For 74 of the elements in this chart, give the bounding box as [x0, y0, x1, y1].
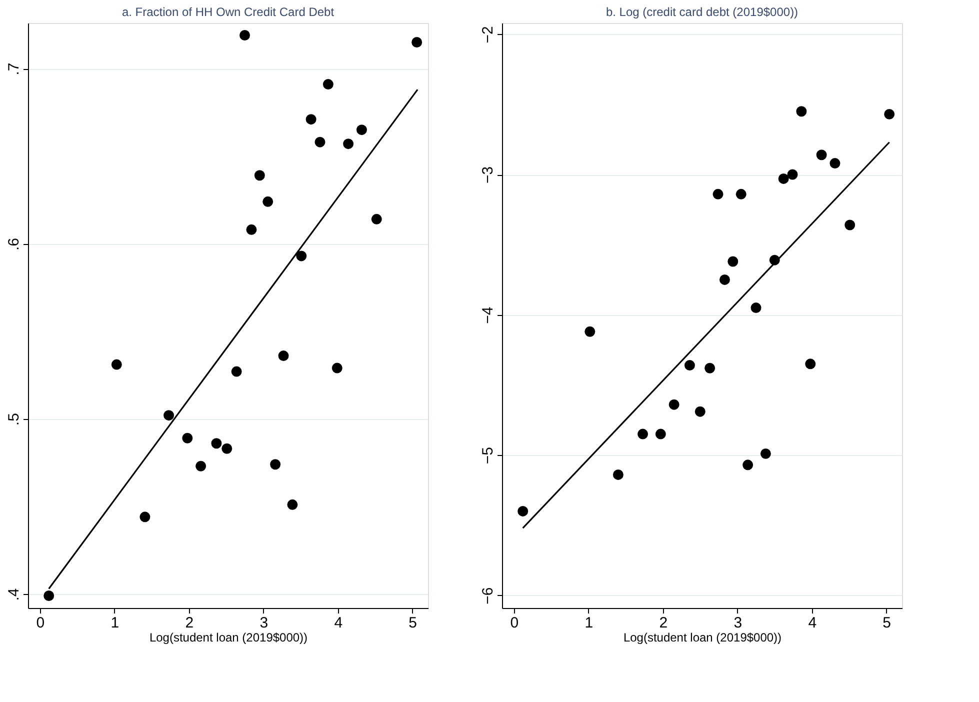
x-tick-label: 3	[734, 614, 742, 632]
point	[694, 406, 706, 417]
point	[805, 358, 816, 370]
point	[371, 214, 382, 224]
point	[816, 150, 827, 160]
chart-title: a. Fraction of HH Own Credit Card Debt	[122, 5, 335, 19]
x-tick-label: 4	[334, 614, 343, 632]
point	[719, 274, 730, 285]
point	[211, 438, 222, 449]
x-tick-label: 0	[36, 614, 45, 632]
x-tick-label: 4	[808, 614, 817, 632]
point	[412, 37, 422, 48]
point	[196, 460, 206, 472]
point	[246, 224, 257, 235]
point	[778, 173, 789, 184]
point	[750, 302, 762, 314]
point	[254, 170, 265, 181]
y-tick-label: .4	[6, 588, 22, 601]
chart-title: b. Log (credit card debt (2019$000))	[606, 5, 798, 19]
x-axis-title: Log(student loan (2019$000))	[623, 630, 782, 644]
point	[760, 448, 771, 459]
point	[787, 169, 798, 180]
x-tick-label: 1	[110, 614, 120, 632]
x-tick-label: 0	[510, 614, 519, 632]
point	[612, 469, 624, 480]
point	[164, 410, 174, 421]
x-axis-title: Log(student loan (2019$000))	[149, 630, 308, 644]
point	[222, 443, 232, 454]
point	[638, 428, 648, 440]
point	[584, 326, 596, 337]
point	[306, 114, 316, 125]
point	[830, 158, 840, 169]
point	[270, 459, 281, 470]
x-tick-label: 2	[185, 614, 194, 632]
point	[844, 220, 856, 230]
point	[332, 362, 342, 374]
y-tick-label: −5	[480, 447, 496, 464]
point	[231, 366, 242, 377]
point	[262, 196, 274, 207]
y-tick-label: .7	[6, 62, 22, 76]
x-tick-label: 5	[408, 614, 418, 632]
point	[742, 460, 754, 470]
x-tick-label: 2	[659, 614, 668, 632]
point	[296, 250, 307, 262]
point	[518, 506, 528, 516]
point	[704, 362, 716, 374]
point	[736, 188, 746, 200]
point	[322, 79, 334, 90]
x-tick-label: 3	[260, 614, 268, 632]
point	[182, 432, 193, 444]
point	[343, 138, 354, 150]
point	[240, 30, 250, 40]
y-tick-label: −3	[480, 166, 496, 184]
point	[796, 106, 807, 117]
point	[655, 428, 666, 440]
x-tick-label: 1	[584, 614, 594, 632]
point	[287, 499, 298, 510]
y-tick-label: .5	[6, 413, 22, 426]
point	[111, 359, 122, 370]
y-tick-label: −4	[480, 306, 496, 324]
point	[314, 136, 326, 148]
point	[140, 512, 150, 522]
point	[728, 256, 738, 267]
y-tick-label: .6	[6, 238, 22, 250]
point	[278, 350, 289, 362]
y-tick-label: −2	[480, 26, 496, 44]
point	[44, 590, 54, 601]
point	[712, 188, 724, 200]
point	[356, 124, 367, 136]
point	[668, 399, 680, 410]
point	[684, 360, 695, 371]
y-tick-label: −6	[480, 587, 496, 604]
point	[884, 108, 895, 120]
x-tick-label: 5	[882, 614, 892, 632]
